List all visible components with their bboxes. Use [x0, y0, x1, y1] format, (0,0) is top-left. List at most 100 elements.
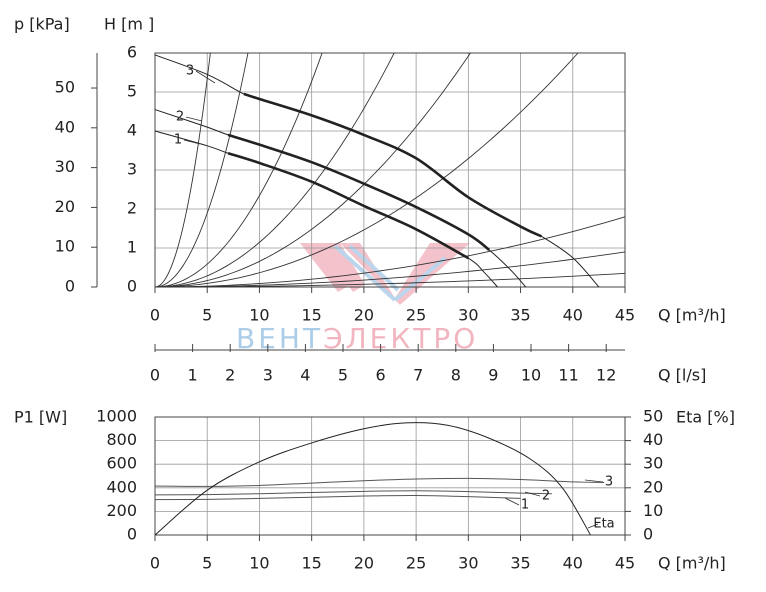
- system-curve: [154, 216, 626, 288]
- x-tick-label: 15: [301, 554, 321, 573]
- x-tick-label: 11: [558, 366, 578, 385]
- system-curve: [154, 52, 579, 288]
- y-tick-label: 0: [127, 277, 137, 296]
- y2-tick-label: 20: [55, 197, 75, 216]
- y2-tick-label: 20: [643, 477, 663, 496]
- system-curve: [154, 272, 626, 288]
- y2-tick-label: 50: [643, 407, 663, 426]
- y2-tick-label: 40: [643, 430, 663, 449]
- y2-tick-label: 10: [55, 237, 75, 256]
- x-tick-label: 20: [354, 306, 374, 325]
- x-tick-label: 12: [596, 366, 616, 385]
- x-tick-label: 10: [249, 554, 269, 573]
- system-curve: [154, 52, 323, 288]
- y2-tick-label: 0: [643, 525, 653, 544]
- x-tick-label: 40: [563, 554, 583, 573]
- logo-stripes: [300, 243, 365, 292]
- x-tick-label: 9: [488, 366, 498, 385]
- system-curve: [154, 52, 249, 288]
- x-tick-label: 4: [300, 366, 310, 385]
- x-tick-label: 5: [202, 306, 212, 325]
- y-tick-label: 2: [127, 199, 137, 218]
- x-tick-label: 10: [521, 366, 541, 385]
- x-tick-label: 7: [413, 366, 423, 385]
- plot-frame: [154, 416, 626, 536]
- watermark-logo: [300, 243, 470, 305]
- label-leader: [587, 523, 599, 529]
- system-curve: [154, 251, 626, 288]
- label-leader: [504, 497, 520, 506]
- x-tick-label: 15: [301, 306, 321, 325]
- x-tick-label: 0: [150, 306, 160, 325]
- x-tick-label: 20: [354, 554, 374, 573]
- curve: [154, 422, 591, 536]
- x-tick-label: 35: [510, 306, 530, 325]
- x-tick-label: 0: [150, 554, 160, 573]
- curve: [154, 494, 521, 501]
- x-tick-label: 25: [406, 554, 426, 573]
- x-axis-label: Q [m³/h]: [658, 306, 726, 325]
- plot-frame: [154, 52, 626, 288]
- y-tick-label: 1000: [96, 407, 137, 426]
- label-leader: [195, 70, 216, 84]
- x-axis-label: Q [l/s]: [658, 366, 706, 385]
- x-tick-label: 35: [510, 554, 530, 573]
- label-leader: [524, 491, 541, 497]
- y-axis-label: P1 [W]: [14, 408, 67, 427]
- curve: [154, 490, 552, 496]
- system-curve: [154, 52, 211, 288]
- y-tick-label: 0: [127, 525, 137, 544]
- series-label: 2: [542, 489, 550, 504]
- label-leader: [584, 479, 604, 483]
- x-tick-label: 25: [406, 306, 426, 325]
- y-tick-label: 200: [106, 501, 137, 520]
- x-tick-label: 10: [249, 306, 269, 325]
- y2-tick-label: 50: [55, 78, 75, 97]
- y-tick-label: 4: [127, 121, 137, 140]
- curve-bold: [243, 92, 542, 238]
- x-tick-label: 30: [458, 306, 478, 325]
- x-tick-label: 45: [615, 554, 635, 573]
- y2-axis-label: Eta [%]: [676, 408, 735, 427]
- label-leader: [185, 116, 203, 122]
- y-tick-label: 6: [127, 43, 137, 62]
- y2-axis-label: p [kPa]: [14, 15, 70, 34]
- x-tick-label: 0: [150, 366, 160, 385]
- y-tick-label: 5: [127, 82, 137, 101]
- y-tick-label: 3: [127, 160, 137, 179]
- y2-tick-label: 0: [65, 277, 75, 296]
- y-tick-label: 600: [106, 454, 137, 473]
- y-tick-label: 800: [106, 430, 137, 449]
- y2-tick-label: 30: [643, 454, 663, 473]
- series-label: 1: [174, 133, 182, 148]
- x-tick-label: 8: [451, 366, 461, 385]
- label-leader: [183, 139, 201, 145]
- system-curve: [154, 52, 471, 288]
- x-tick-label: 5: [338, 366, 348, 385]
- series-label: 1: [521, 498, 529, 513]
- y2-tick-label: 30: [55, 157, 75, 176]
- curve-bold: [227, 133, 491, 251]
- y-axis-label: H [m ]: [104, 15, 154, 34]
- x-tick-label: 3: [263, 366, 273, 385]
- series-label: Eta: [593, 517, 614, 532]
- y-tick-label: 400: [106, 477, 137, 496]
- x-tick-label: 30: [458, 554, 478, 573]
- y2-tick-label: 40: [55, 117, 75, 136]
- x-tick-label: 5: [202, 554, 212, 573]
- y2-tick-label: 10: [643, 501, 663, 520]
- curve-bold: [227, 151, 469, 260]
- logo-chevron: [340, 243, 470, 305]
- system-curve: [154, 52, 395, 288]
- series-label: 3: [605, 475, 613, 490]
- x-tick-label: 6: [376, 366, 386, 385]
- series-label: 3: [186, 64, 194, 79]
- x-axis-label: Q [m³/h]: [658, 554, 726, 573]
- x-tick-label: 45: [615, 306, 635, 325]
- x-tick-label: 2: [225, 366, 235, 385]
- curve: [154, 477, 605, 487]
- x-tick-label: 1: [188, 366, 198, 385]
- series-label: 2: [176, 110, 184, 125]
- y-tick-label: 1: [127, 238, 137, 257]
